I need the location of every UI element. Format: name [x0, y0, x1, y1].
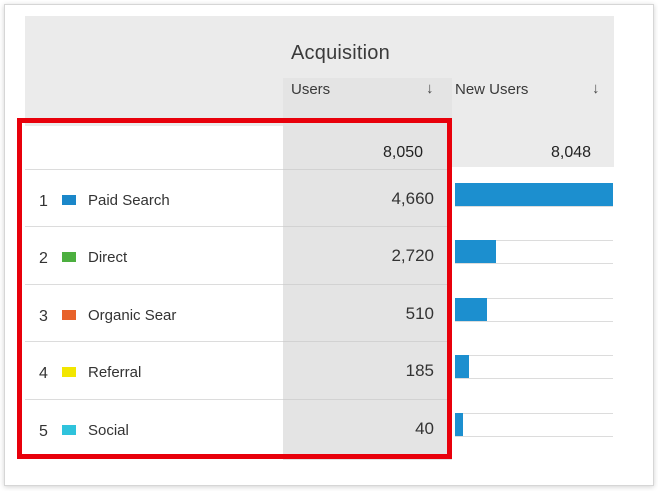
- total-users: 8,050: [383, 144, 424, 161]
- users-value: 2,720: [391, 246, 434, 265]
- table-row[interactable]: 1 Paid Search 4,660: [25, 169, 620, 227]
- source-link[interactable]: Social: [88, 422, 129, 439]
- source-link[interactable]: Direct: [88, 249, 128, 266]
- source-link[interactable]: Paid Search: [88, 192, 170, 209]
- totals-row: 8,050 8,048: [25, 126, 614, 168]
- row-users-cell: 40: [283, 399, 452, 457]
- new-users-bar: [455, 413, 463, 436]
- new-users-bar: [455, 355, 469, 378]
- new-users-bar: [455, 183, 613, 206]
- users-value: 510: [405, 304, 434, 323]
- users-value: 4,660: [391, 189, 434, 208]
- legend-swatch-icon: [62, 195, 76, 205]
- source-link[interactable]: Referral: [88, 364, 142, 381]
- row-users-cell: 2,720: [283, 226, 452, 284]
- highlight-box: [17, 118, 452, 459]
- row-index: 2: [39, 250, 48, 267]
- row-users-cell: 510: [283, 284, 452, 342]
- users-value: 185: [405, 361, 434, 380]
- new-users-bar-cell: [455, 169, 620, 226]
- row-users-cell: 4,660: [283, 169, 452, 227]
- row-source-cell: 4 Referral: [25, 341, 283, 399]
- new-users-bar: [455, 240, 496, 263]
- table-row[interactable]: 4 Referral 185: [25, 341, 620, 399]
- new-users-bar: [455, 298, 487, 321]
- users-sort-arrow-icon[interactable]: ↓: [426, 80, 434, 97]
- row-index: 3: [39, 308, 48, 325]
- new-users-bar-cell: [455, 284, 620, 341]
- bar-track: [455, 413, 613, 437]
- row-source-cell: 1 Paid Search: [25, 169, 283, 227]
- users-column-header[interactable]: Users: [291, 81, 331, 98]
- legend-swatch-icon: [62, 425, 76, 435]
- new-users-column-header[interactable]: New Users: [455, 81, 529, 98]
- bar-track: [455, 298, 613, 322]
- legend-swatch-icon: [62, 367, 76, 377]
- legend-swatch-icon: [62, 252, 76, 262]
- row-index: 5: [39, 423, 48, 440]
- row-users-cell: 185: [283, 341, 452, 399]
- legend-swatch-icon: [62, 310, 76, 320]
- new-users-sort-arrow-icon[interactable]: ↓: [592, 80, 600, 97]
- acquisition-group-title: Acquisition: [291, 42, 390, 64]
- users-value: 40: [415, 419, 434, 438]
- table-row[interactable]: 3 Organic Sear 510: [25, 284, 620, 342]
- row-source-cell: 2 Direct: [25, 226, 283, 284]
- users-column-background: [283, 78, 452, 460]
- row-source-cell: 3 Organic Sear: [25, 284, 283, 342]
- table-row[interactable]: 5 Social 40: [25, 399, 620, 457]
- row-index: 1: [39, 193, 48, 210]
- row-index: 4: [39, 365, 48, 382]
- totals-label-cell: [25, 126, 283, 168]
- new-users-bar-cell: [455, 341, 620, 398]
- bar-track: [455, 355, 613, 379]
- new-users-bar-cell: [455, 399, 620, 456]
- new-users-bar-cell: [455, 226, 620, 283]
- table-row[interactable]: 2 Direct 2,720: [25, 226, 620, 284]
- source-link[interactable]: Organic Sear: [88, 307, 177, 324]
- bar-track: [455, 240, 613, 264]
- row-source-cell: 5 Social: [25, 399, 283, 457]
- total-new-users: 8,048: [551, 144, 592, 161]
